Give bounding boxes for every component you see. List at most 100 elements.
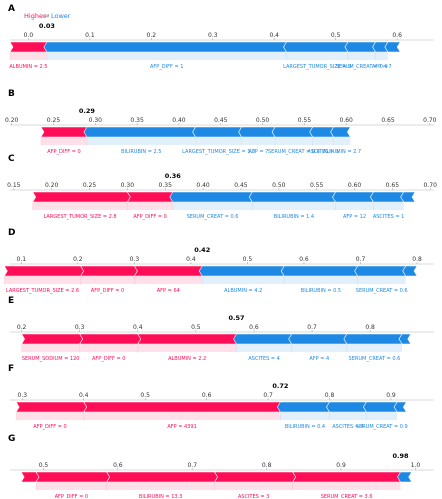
feature-label-negative: AFP = 4: [309, 356, 329, 362]
segment-shade-positive: [40, 137, 87, 145]
panel-letter: D: [8, 228, 15, 238]
tick-label: 0.3: [208, 32, 218, 39]
panel-letter: A: [8, 4, 15, 14]
segment-shade-negative: [195, 137, 242, 145]
segment-shade-negative: [275, 137, 313, 145]
segment-shade-negative: [346, 344, 403, 352]
force-segment-negative: [248, 191, 337, 203]
force-segment-negative: [83, 126, 197, 138]
tick-label: 0.60: [340, 117, 354, 124]
tick-label: 0.60: [348, 182, 362, 189]
tick-label: 0.6: [249, 324, 259, 331]
force-segment-negative: [309, 126, 335, 138]
tick-label: 0.2: [17, 324, 27, 331]
legend-higher: Higher: [24, 12, 46, 20]
legend-lower: Lower: [51, 12, 71, 20]
force-segment-positive: [21, 333, 84, 345]
segment-shade-negative: [46, 52, 287, 60]
feature-label-positive: AFP_DIFF = 0: [133, 214, 166, 220]
tick-label: 0.7: [307, 324, 317, 331]
tick-label: 0.50: [272, 182, 286, 189]
tick-label: 0.8: [262, 462, 272, 469]
feature-label-negative: AFP_DIFF = 1: [150, 64, 183, 70]
output-value: 0.03: [39, 22, 55, 30]
force-segment-negative: [169, 191, 253, 203]
tick-label: 0.8: [412, 256, 422, 263]
force-segment-positive: [79, 333, 142, 345]
feature-label-positive: ALBUMIN = 2.2: [168, 356, 206, 362]
tick-label: 0.30: [89, 117, 103, 124]
force-segment-positive: [133, 265, 206, 277]
tick-label: 0.30: [121, 182, 135, 189]
tick-label: 0.20: [5, 117, 19, 124]
panel-f: F 0.3 0.4 0.5 0.6 0.7 0.8 0.9 0.72 AFP_DIFF = 0 AF…: [8, 364, 434, 430]
feature-label-negative: ALBUMIN = 4.2: [224, 288, 262, 294]
tick-label: 0.25: [47, 117, 61, 124]
feature-label-positive: AFP = 4391: [167, 424, 196, 430]
force-segment-negative: [384, 41, 401, 53]
tick-label: 0.6: [392, 32, 402, 39]
segment-shade-negative: [241, 137, 276, 145]
feature-label-positive: SERUM_SODIUM = 120: [22, 356, 80, 362]
force-segment-negative: [198, 265, 285, 277]
tick-label: 0.3: [130, 256, 140, 263]
force-segment-negative: [344, 41, 377, 53]
tick-label: 0.5: [331, 32, 341, 39]
output-value: 0.42: [194, 246, 210, 254]
tick-label: 0.70: [423, 117, 437, 124]
segment-shade-negative: [252, 202, 336, 210]
force-segment-positive: [20, 471, 40, 483]
feature-label-negative: ALBUMIN = 2.7: [323, 149, 361, 155]
tick-label: 0.4: [269, 32, 279, 39]
panel-letter: F: [8, 364, 14, 374]
segment-shade-negative: [333, 137, 351, 145]
tick-label: 0.35: [130, 117, 144, 124]
force-segment-positive: [137, 333, 240, 345]
feature-label-negative: LARGEST_TUMOR_SIZE = 1.3: [182, 149, 255, 155]
panel-c: C 0.15 0.20 0.25 0.30 0.35 0.40 0.45 0.50 0.55 0.6…: [7, 154, 437, 220]
output-value: 0.57: [228, 314, 244, 322]
segment-shade-negative: [286, 52, 348, 60]
segment-shade-positive: [32, 202, 128, 210]
segment-shade-negative: [373, 202, 404, 210]
segment-shade-negative: [284, 276, 358, 284]
tick-label: 0.25: [83, 182, 97, 189]
tick-label: 0.7: [356, 256, 366, 263]
feature-label-positive: AFP_DIFF = 0: [91, 288, 124, 294]
feature-label-negative: BILIRUBIN = 0.4: [285, 424, 325, 430]
force-segment-negative: [370, 191, 405, 203]
panel-b: B 0.20 0.25 0.30 0.35 0.40 0.45 0.50 0.55 0.60 0.6…: [5, 89, 437, 155]
force-segment-negative: [288, 333, 348, 345]
segment-shade-negative: [357, 276, 406, 284]
force-segment-negative: [343, 333, 403, 345]
tick-label: 0.40: [196, 182, 210, 189]
tick-label: 0.8: [325, 392, 335, 399]
feature-label-negative: SERUM_CREAT = 0.6: [268, 149, 320, 155]
segment-shade-negative: [329, 412, 367, 420]
segment-shade-positive: [36, 482, 107, 490]
panel-a: A 0.0 0.1 0.2 0.3 0.4 0.5 0.6 0.03 ALBUMIN = 2.5 A…: [8, 4, 434, 70]
tick-label: 0.4: [133, 324, 143, 331]
tick-label: 0.20: [45, 182, 59, 189]
panel-letter: G: [8, 434, 15, 444]
output-value: 0.72: [272, 382, 288, 390]
segment-shade-positive: [134, 276, 203, 284]
feature-label-negative: SERUM_CREAT = 0.6: [356, 288, 408, 294]
force-segment-negative: [397, 471, 413, 483]
feature-label-negative: LARGEST_TUMOR_SIZE = 0: [283, 64, 351, 70]
tick-label: 0.8: [365, 324, 375, 331]
tick-label: 0.65: [381, 117, 395, 124]
force-segment-negative: [233, 333, 293, 345]
force-segment-negative: [330, 126, 351, 138]
tick-label: 0.0: [24, 32, 34, 39]
tick-label: 0.5: [39, 462, 49, 469]
force-segment-negative: [271, 126, 314, 138]
force-segment-negative: [400, 191, 416, 203]
force-segment-negative: [192, 126, 243, 138]
feature-label-negative: SERUM_CREAT = 0.9: [356, 424, 408, 430]
force-segment-negative: [277, 401, 331, 413]
feature-label-positive: AFP_DIFF = 0: [55, 494, 88, 499]
feature-label-negative: ASCITES = 4: [332, 424, 364, 430]
output-value: 0.29: [79, 107, 96, 115]
tick-label: 0.35: [159, 182, 173, 189]
